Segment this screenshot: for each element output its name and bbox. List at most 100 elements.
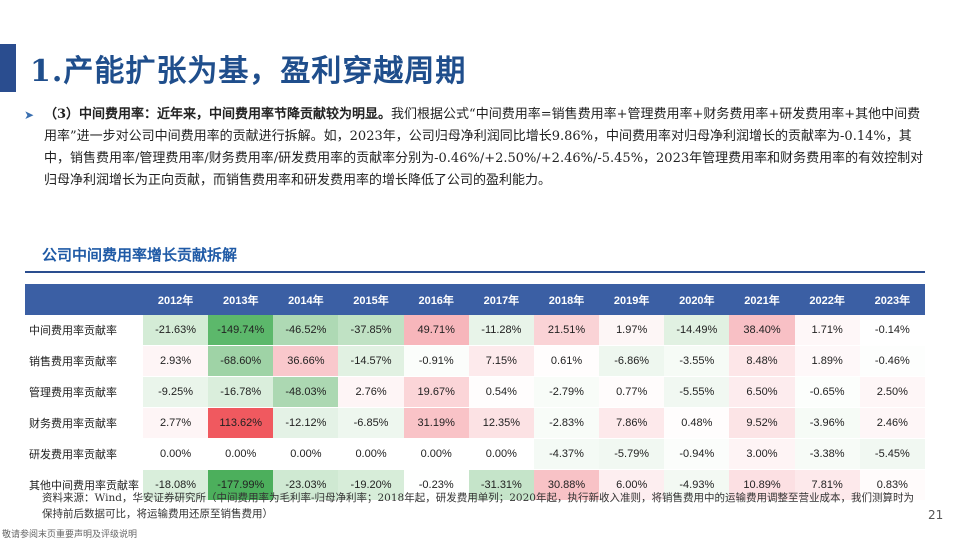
table-cell: 31.19%: [403, 407, 469, 439]
table-cell: 19.67%: [403, 376, 469, 408]
page-title: 1.产能扩张为基，盈利穿越周期: [30, 54, 467, 89]
table-cell: 7.86%: [599, 407, 665, 439]
table-cell: 21.51%: [533, 315, 600, 346]
table-cell: 0.00%: [143, 438, 209, 470]
table-cell: -46.52%: [273, 315, 339, 346]
table-cell: 0.00%: [338, 438, 404, 470]
table-cell: -5.55%: [664, 376, 730, 408]
row-label: 中间费用率贡献率: [25, 315, 143, 346]
table-cell: 12.35%: [468, 407, 534, 439]
table-cell: -0.65%: [794, 376, 860, 408]
section-divider: [25, 271, 925, 273]
table-header-row: 2012年 2013年 2014年 2015年 2016年 2017年 2018年 2019年…: [25, 284, 925, 315]
table-cell: -48.03%: [273, 376, 339, 408]
header-corner: [25, 284, 143, 315]
table-cell: 0.00%: [403, 438, 469, 470]
table-cell: 36.66%: [273, 345, 339, 377]
table-cell: 8.48%: [729, 345, 795, 377]
row-label: 研发费用率贡献率: [25, 438, 143, 470]
contribution-table: 2012年 2013年 2014年 2015年 2016年 2017年 2018年 2019年…: [25, 284, 925, 501]
table-cell: -6.86%: [599, 345, 665, 377]
table-cell: 1.97%: [599, 315, 665, 346]
table-row: 研发费用率贡献率 0.00% 0.00% 0.00% 0.00% 0.00% 0.00% -4…: [25, 438, 925, 470]
table-row: 管理费用率贡献率 -9.25% -16.78% -48.03% 2.76% 19.67% 0…: [25, 376, 925, 408]
header-year: 2020年: [664, 284, 730, 315]
table-cell: 0.00%: [468, 438, 534, 470]
table-cell: -177.99%: [208, 469, 274, 501]
table-cell: 0.00%: [273, 438, 339, 470]
bullet-paragraph: ➤ （3）中间费用率：近年来，中间费用率节降贡献较为明显。我们根据公式“中间费用…: [24, 104, 924, 192]
row-label: 销售费用率贡献率: [25, 345, 143, 377]
table-cell: -14.57%: [338, 345, 404, 377]
table-cell: -11.28%: [468, 315, 534, 346]
table-cell: 0.48%: [664, 407, 730, 439]
table-cell: -23.03%: [273, 469, 339, 501]
table-cell: 2.77%: [143, 407, 209, 439]
source-note: 资料来源：Wind，华安证券研究所（中间费用率为毛利率-归母净利率；2018年起…: [42, 492, 914, 520]
table-title: 公司中间费用率增长贡献拆解: [42, 246, 238, 264]
table-cell: -0.14%: [859, 315, 925, 346]
table-cell: 1.71%: [794, 315, 860, 346]
bullet-body: 我们根据公式“中间费用率=销售费用率+管理费用率+财务费用率+研发费用率+其他中…: [44, 107, 924, 188]
table-cell: 9.52%: [729, 407, 795, 439]
header-year: 2015年: [338, 284, 404, 315]
table-cell: -31.31%: [468, 469, 534, 501]
row-label: 财务费用率贡献率: [25, 407, 143, 439]
arrow-bullet-icon: ➤: [24, 108, 35, 122]
table-cell: -19.20%: [338, 469, 404, 501]
table-cell: -37.85%: [338, 315, 404, 346]
table-cell: 3.00%: [729, 438, 795, 470]
table-row: 销售费用率贡献率 2.93% -68.60% 36.66% -14.57% -0.91% 7…: [25, 345, 925, 377]
table-cell: 0.61%: [533, 345, 600, 377]
table-cell: 113.62%: [208, 407, 274, 439]
table-row: 中间费用率贡献率 -21.63% -149.74% -46.52% -37.85% 49.…: [25, 315, 925, 346]
header-year: 2014年: [273, 284, 339, 315]
table-cell: -68.60%: [208, 345, 274, 377]
table-cell: 2.46%: [859, 407, 925, 439]
table-cell: 1.89%: [794, 345, 860, 377]
table-cell: -0.94%: [664, 438, 730, 470]
title-accent-bar: [0, 44, 16, 92]
table-cell: -21.63%: [143, 315, 209, 346]
disclaimer-text: 敬请参阅末页重要声明及评级说明: [2, 530, 138, 540]
table-cell: -149.74%: [208, 315, 274, 346]
table-cell: 0.00%: [208, 438, 274, 470]
table-cell: 0.77%: [599, 376, 665, 408]
table-cell: 2.50%: [859, 376, 925, 408]
table-cell: -5.45%: [859, 438, 925, 470]
header-year: 2023年: [859, 284, 925, 315]
table-cell: -2.79%: [533, 376, 600, 408]
table-cell: -2.83%: [533, 407, 600, 439]
table-cell: -3.96%: [794, 407, 860, 439]
header-year: 2017年: [468, 284, 534, 315]
header-year: 2019年: [599, 284, 665, 315]
header-year: 2013年: [208, 284, 274, 315]
header-year: 2022年: [794, 284, 860, 315]
table-cell: 49.71%: [403, 315, 469, 346]
header-year: 2021年: [729, 284, 795, 315]
table-cell: -12.12%: [273, 407, 339, 439]
table-cell: 0.54%: [468, 376, 534, 408]
table-cell: -18.08%: [143, 469, 209, 501]
table-cell: 10.89%: [729, 469, 795, 501]
table-row: 财务费用率贡献率 2.77% 113.62% -12.12% -6.85% 31.19% 1…: [25, 407, 925, 439]
header-year: 2018年: [533, 284, 600, 315]
table-cell: 6.00%: [599, 469, 665, 501]
table-cell: -4.93%: [664, 469, 730, 501]
table-cell: -3.38%: [794, 438, 860, 470]
header-year: 2012年: [143, 284, 209, 315]
table-cell: -14.49%: [664, 315, 730, 346]
header-year: 2016年: [403, 284, 469, 315]
table-cell: 30.88%: [533, 469, 600, 501]
table-cell: -5.79%: [599, 438, 665, 470]
row-label: 其他中间费用率贡献率: [25, 469, 143, 501]
table-cell: -0.46%: [859, 345, 925, 377]
table-row: 其他中间费用率贡献率 -18.08% -177.99% -23.03% -19.20% -…: [25, 469, 925, 501]
table-cell: 38.40%: [729, 315, 795, 346]
table-cell: 7.81%: [794, 469, 860, 501]
bullet-heading: （3）中间费用率：近年来，中间费用率节降贡献较为明显。: [44, 107, 392, 122]
table-cell: -16.78%: [208, 376, 274, 408]
table-cell: 7.15%: [468, 345, 534, 377]
table-cell: 2.93%: [143, 345, 209, 377]
table-cell: -0.91%: [403, 345, 469, 377]
